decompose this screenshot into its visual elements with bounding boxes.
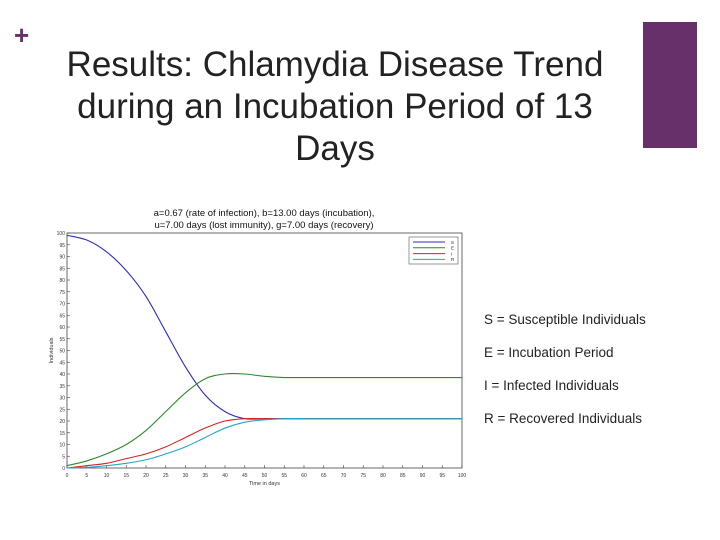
x-tick-label: 45: [242, 473, 248, 479]
y-tick-label: 100: [57, 231, 66, 237]
legend-susceptible: S = Susceptible Individuals: [484, 312, 646, 327]
y-tick-label: 70: [59, 302, 65, 308]
y-tick-label: 60: [59, 325, 65, 331]
y-tick-label: 35: [59, 384, 65, 390]
x-tick-label: 50: [262, 473, 268, 479]
y-tick-label: 55: [59, 337, 65, 343]
x-axis-label: Time in days: [249, 481, 280, 487]
x-tick-label: 95: [439, 473, 445, 479]
accent-bar: [643, 22, 697, 148]
series-line-r: [66, 418, 462, 469]
y-tick-label: 0: [62, 466, 65, 472]
chart-title-line-1: a=0.67 (rate of infection), b=13.00 days…: [154, 208, 375, 219]
x-tick-label: 5: [85, 473, 88, 479]
y-tick-label: 85: [59, 266, 65, 272]
legend-label-s: S: [451, 240, 454, 245]
series-line-i: [66, 417, 462, 469]
legend-label-r: R: [451, 257, 455, 262]
x-tick-label: 60: [301, 473, 307, 479]
chart-title-line-2: u=7.00 days (lost immunity), g=7.00 days…: [154, 220, 373, 231]
y-tick-label: 15: [59, 431, 65, 437]
x-tick-label: 70: [341, 473, 347, 479]
x-tick-label: 65: [321, 473, 327, 479]
legend-label-e: E: [451, 246, 454, 251]
plot-frame: [66, 232, 463, 469]
legend-infected: I = Infected Individuals: [484, 378, 619, 393]
y-tick-label: 25: [59, 407, 65, 413]
plus-icon: +: [14, 20, 30, 50]
x-tick-label: 25: [163, 473, 169, 479]
x-tick-label: 75: [360, 473, 366, 479]
series-line-s: [66, 234, 462, 420]
x-tick-label: 40: [222, 473, 228, 479]
y-tick-label: 30: [59, 396, 65, 402]
x-tick-label: 10: [104, 473, 110, 479]
y-tick-label: 20: [59, 419, 65, 425]
series-line-e: [66, 373, 462, 467]
y-tick-label: 95: [59, 243, 65, 249]
x-tick-label: 15: [123, 473, 129, 479]
y-tick-label: 80: [59, 278, 65, 284]
x-tick-label: 0: [66, 473, 69, 479]
legend-label-i: I: [451, 251, 452, 256]
y-tick-label: 90: [59, 255, 65, 261]
slide-title: Results: Chlamydia Disease Trend during …: [66, 45, 604, 168]
x-tick-label: 35: [202, 473, 208, 479]
x-tick-label: 90: [420, 473, 426, 479]
y-tick-label: 75: [59, 290, 65, 296]
legend-incubation: E = Incubation Period: [484, 345, 614, 360]
x-tick-label: 85: [400, 473, 406, 479]
y-tick-label: 50: [59, 349, 65, 355]
chart-svg: a=0.67 (rate of infection), b=13.00 days…: [49, 208, 467, 487]
x-tick-label: 80: [380, 473, 386, 479]
y-tick-label: 45: [59, 360, 65, 366]
x-tick-label: 30: [183, 473, 189, 479]
x-tick-label: 20: [143, 473, 149, 479]
y-tick-label: 10: [59, 443, 65, 449]
x-tick-label: 55: [281, 473, 287, 479]
y-axis-label: Individuals: [49, 337, 55, 363]
y-tick-label: 65: [59, 313, 65, 319]
x-tick-label: 100: [458, 473, 467, 479]
y-tick-label: 5: [62, 454, 65, 460]
y-tick-label: 40: [59, 372, 65, 378]
chart: a=0.67 (rate of infection), b=13.00 days…: [40, 200, 480, 490]
legend-recovered: R = Recovered Individuals: [484, 411, 642, 426]
